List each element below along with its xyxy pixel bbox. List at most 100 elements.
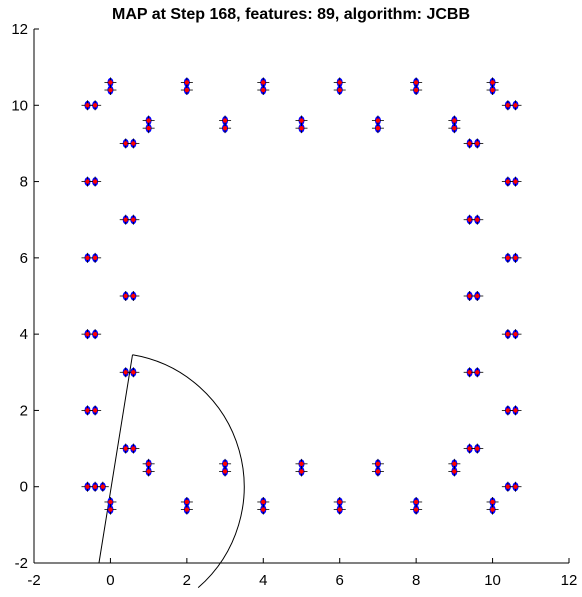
landmark-estimate: [413, 87, 419, 93]
landmark-estimate: [475, 293, 480, 299]
landmark-point: [501, 100, 514, 111]
landmark-estimate: [513, 179, 518, 184]
landmark-point: [89, 176, 102, 187]
landmark-point: [127, 138, 140, 149]
landmark-estimate: [299, 118, 304, 123]
landmark-estimate: [222, 461, 228, 467]
x-tick-label: 2: [183, 572, 191, 589]
landmark-estimate: [131, 446, 136, 451]
landmark-point: [463, 138, 476, 149]
landmark-estimate: [467, 141, 472, 146]
landmark-estimate: [375, 125, 381, 131]
x-tick-label: 8: [412, 572, 420, 589]
landmark-estimate: [261, 80, 266, 85]
x-tick-label: 0: [106, 572, 114, 589]
landmark-estimate: [85, 103, 90, 108]
landmark-point: [501, 405, 514, 416]
x-tick-label: 12: [561, 572, 578, 589]
landmark-point: [448, 123, 461, 134]
y-tick-label: 0: [20, 479, 28, 496]
landmark-point: [257, 496, 270, 507]
landmark-estimate: [513, 331, 518, 337]
landmark-estimate: [452, 461, 457, 467]
landmark-estimate: [123, 446, 128, 451]
landmark-point: [104, 504, 117, 515]
landmark-point: [81, 405, 94, 416]
landmark-point: [333, 504, 346, 515]
landmark-point: [104, 85, 117, 96]
y-tick-label: -2: [15, 555, 28, 572]
landmark-point: [471, 138, 484, 149]
landmark-point: [89, 252, 102, 263]
landmark-point: [96, 481, 109, 492]
landmark-estimate: [92, 179, 98, 184]
landmark-estimate: [490, 507, 495, 512]
landmark-estimate: [146, 469, 151, 474]
x-tick-label: 6: [336, 572, 344, 589]
landmark-estimate: [222, 118, 228, 123]
landmark-estimate: [184, 87, 190, 93]
landmark-point: [119, 367, 132, 378]
landmark-estimate: [222, 469, 228, 474]
landmark-estimate: [337, 499, 342, 505]
landmark-estimate: [452, 125, 457, 131]
landmark-estimate: [146, 118, 151, 123]
landmark-point: [509, 176, 522, 187]
landmark-estimate: [513, 103, 518, 108]
landmark-point: [119, 443, 132, 454]
landmark-estimate: [108, 80, 113, 85]
landmark-estimate: [184, 80, 190, 85]
y-tick-label: 2: [20, 402, 28, 419]
landmark-estimate: [184, 499, 190, 505]
landmark-estimate: [131, 370, 136, 375]
landmark-estimate: [299, 469, 304, 474]
landmark-point: [119, 291, 132, 301]
landmark-estimate: [123, 293, 128, 299]
landmark-point: [142, 123, 155, 134]
landmark-point: [471, 214, 484, 225]
landmark-estimate: [513, 408, 518, 413]
landmark-estimate: [413, 507, 419, 512]
landmark-estimate: [505, 484, 511, 489]
landmark-point: [471, 443, 484, 454]
landmark-point: [486, 85, 499, 96]
landmark-estimate: [92, 408, 98, 413]
landmark-point: [471, 291, 484, 301]
landmark-point: [219, 123, 232, 134]
landmark-point: [509, 481, 522, 492]
landmark-point: [142, 466, 155, 477]
landmark-estimate: [299, 461, 304, 467]
landmark-estimate: [490, 87, 495, 93]
landmark-point: [219, 466, 232, 477]
y-tick-label: 4: [20, 326, 28, 343]
landmark-estimate: [475, 446, 480, 451]
landmark-estimate: [490, 499, 495, 505]
landmark-estimate: [92, 103, 98, 108]
landmark-point: [486, 504, 499, 515]
landmark-estimate: [467, 293, 472, 299]
landmark-estimate: [505, 255, 511, 261]
landmark-estimate: [475, 141, 480, 146]
landmark-point: [410, 85, 423, 96]
landmark-estimate: [261, 87, 266, 93]
landmark-point: [333, 85, 346, 96]
landmark-point: [127, 214, 140, 225]
landmark-estimate: [413, 80, 419, 85]
landmark-point: [180, 496, 193, 507]
landmark-point: [89, 329, 102, 340]
landmark-point: [295, 123, 308, 134]
landmark-point: [471, 367, 484, 378]
landmark-point: [81, 481, 94, 492]
landmark-estimate: [413, 499, 419, 505]
landmark-estimate: [375, 469, 381, 474]
landmark-estimate: [261, 499, 266, 505]
landmark-point: [410, 504, 423, 515]
landmark-point: [371, 123, 384, 134]
landmark-estimate: [505, 331, 511, 337]
landmark-point: [371, 115, 384, 126]
landmark-point: [142, 115, 155, 126]
landmark-point: [127, 443, 140, 454]
landmark-estimate: [85, 331, 90, 337]
landmark-estimate: [131, 217, 136, 222]
